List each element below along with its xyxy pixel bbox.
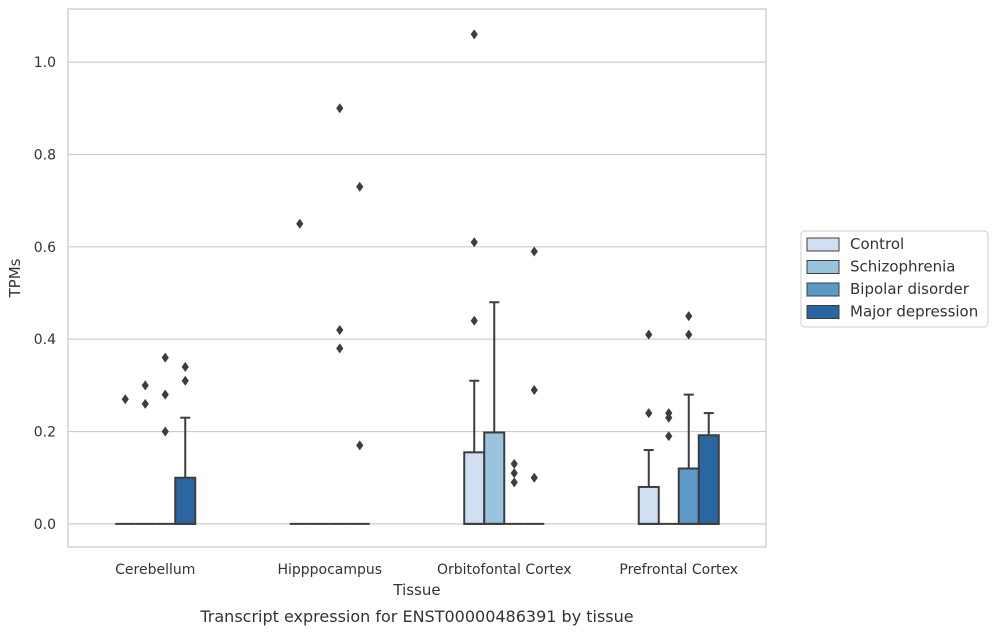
- outlier-point: [685, 329, 693, 340]
- outlier-point: [530, 246, 538, 257]
- box-group: [329, 103, 350, 525]
- outlier-point: [161, 352, 169, 363]
- box: [677, 467, 700, 525]
- outlier-point: [470, 237, 478, 248]
- outlier-point: [470, 29, 478, 40]
- outlier-point: [665, 408, 673, 419]
- y-tick-label: 0.6: [34, 240, 56, 256]
- x-tick-label: Hipppocampus: [277, 562, 382, 578]
- box: [463, 451, 486, 525]
- box: [637, 485, 660, 525]
- box-group: [524, 246, 545, 525]
- box-group: [677, 311, 700, 525]
- x-axis-ticks: Cerebellum Hipppocampus Orbitofontal Corte…: [115, 562, 738, 578]
- y-tick-label: 0.8: [34, 147, 56, 163]
- box-group: [504, 458, 525, 525]
- legend: Control Schizophrenia Bipolar disorder Majo…: [800, 230, 989, 328]
- x-axis-title: Tissue: [392, 581, 440, 599]
- outlier-point: [181, 375, 189, 386]
- box-group: [658, 408, 679, 525]
- y-tick-label: 0.2: [34, 425, 56, 441]
- y-tick-label: 0.0: [34, 517, 56, 533]
- chart-caption: Transcript expression for ENST0000048639…: [199, 607, 633, 626]
- outlier-point: [470, 315, 478, 326]
- plot-frame: [67, 8, 767, 548]
- boxes-layer: [115, 29, 720, 525]
- outlier-point: [141, 398, 149, 409]
- outlier-point: [296, 218, 304, 229]
- y-axis-title: TPMs: [6, 258, 24, 298]
- outlier-point: [336, 343, 344, 354]
- legend-swatch: [806, 260, 840, 274]
- outlier-point: [510, 477, 518, 488]
- box-group: [115, 394, 136, 525]
- box-group: [637, 329, 660, 525]
- legend-label: Major depression: [850, 303, 978, 321]
- legend-frame: [800, 230, 989, 328]
- box-group: [349, 181, 370, 525]
- x-tick-label: Prefrontal Cortex: [619, 562, 738, 578]
- outlier-point: [356, 181, 364, 192]
- outlier-point: [181, 361, 189, 372]
- outlier-point: [356, 440, 364, 451]
- legend-label: Bipolar disorder: [850, 280, 970, 298]
- y-tick-label: 1.0: [34, 55, 56, 71]
- legend-swatch: [806, 282, 840, 297]
- outlier-point: [510, 458, 518, 469]
- outlier-point: [530, 384, 538, 395]
- outlier-point: [510, 468, 518, 479]
- legend-swatch: [806, 305, 840, 319]
- outlier-point: [161, 426, 169, 437]
- outlier-point: [336, 103, 344, 114]
- outlier-point: [141, 380, 149, 391]
- outlier-point: [161, 389, 169, 400]
- box-group: [463, 29, 486, 525]
- y-tick-label: 0.4: [34, 332, 56, 348]
- box-group: [174, 361, 197, 525]
- outlier-point: [530, 472, 538, 483]
- legend-label: Control: [850, 235, 904, 253]
- x-tick-label: Orbitofontal Cortex: [437, 562, 572, 578]
- x-tick-label: Cerebellum: [115, 562, 195, 578]
- outlier-point: [645, 408, 653, 419]
- outlier-point: [665, 431, 673, 442]
- legend-swatch: [806, 237, 840, 252]
- y-axis-ticks: 0.0 0.2 0.4 0.6 0.8 1.0: [34, 55, 56, 533]
- box: [174, 476, 197, 525]
- outlier-point: [121, 394, 129, 405]
- box: [697, 434, 720, 525]
- outlier-point: [336, 324, 344, 335]
- outlier-point: [685, 311, 693, 322]
- box-group: [289, 218, 310, 525]
- legend-label: Schizophrenia: [850, 258, 955, 276]
- box-group: [155, 352, 176, 525]
- box: [483, 431, 506, 525]
- box-group: [483, 301, 506, 525]
- box-group: [697, 412, 720, 525]
- outlier-point: [645, 329, 653, 340]
- box-group: [135, 380, 156, 525]
